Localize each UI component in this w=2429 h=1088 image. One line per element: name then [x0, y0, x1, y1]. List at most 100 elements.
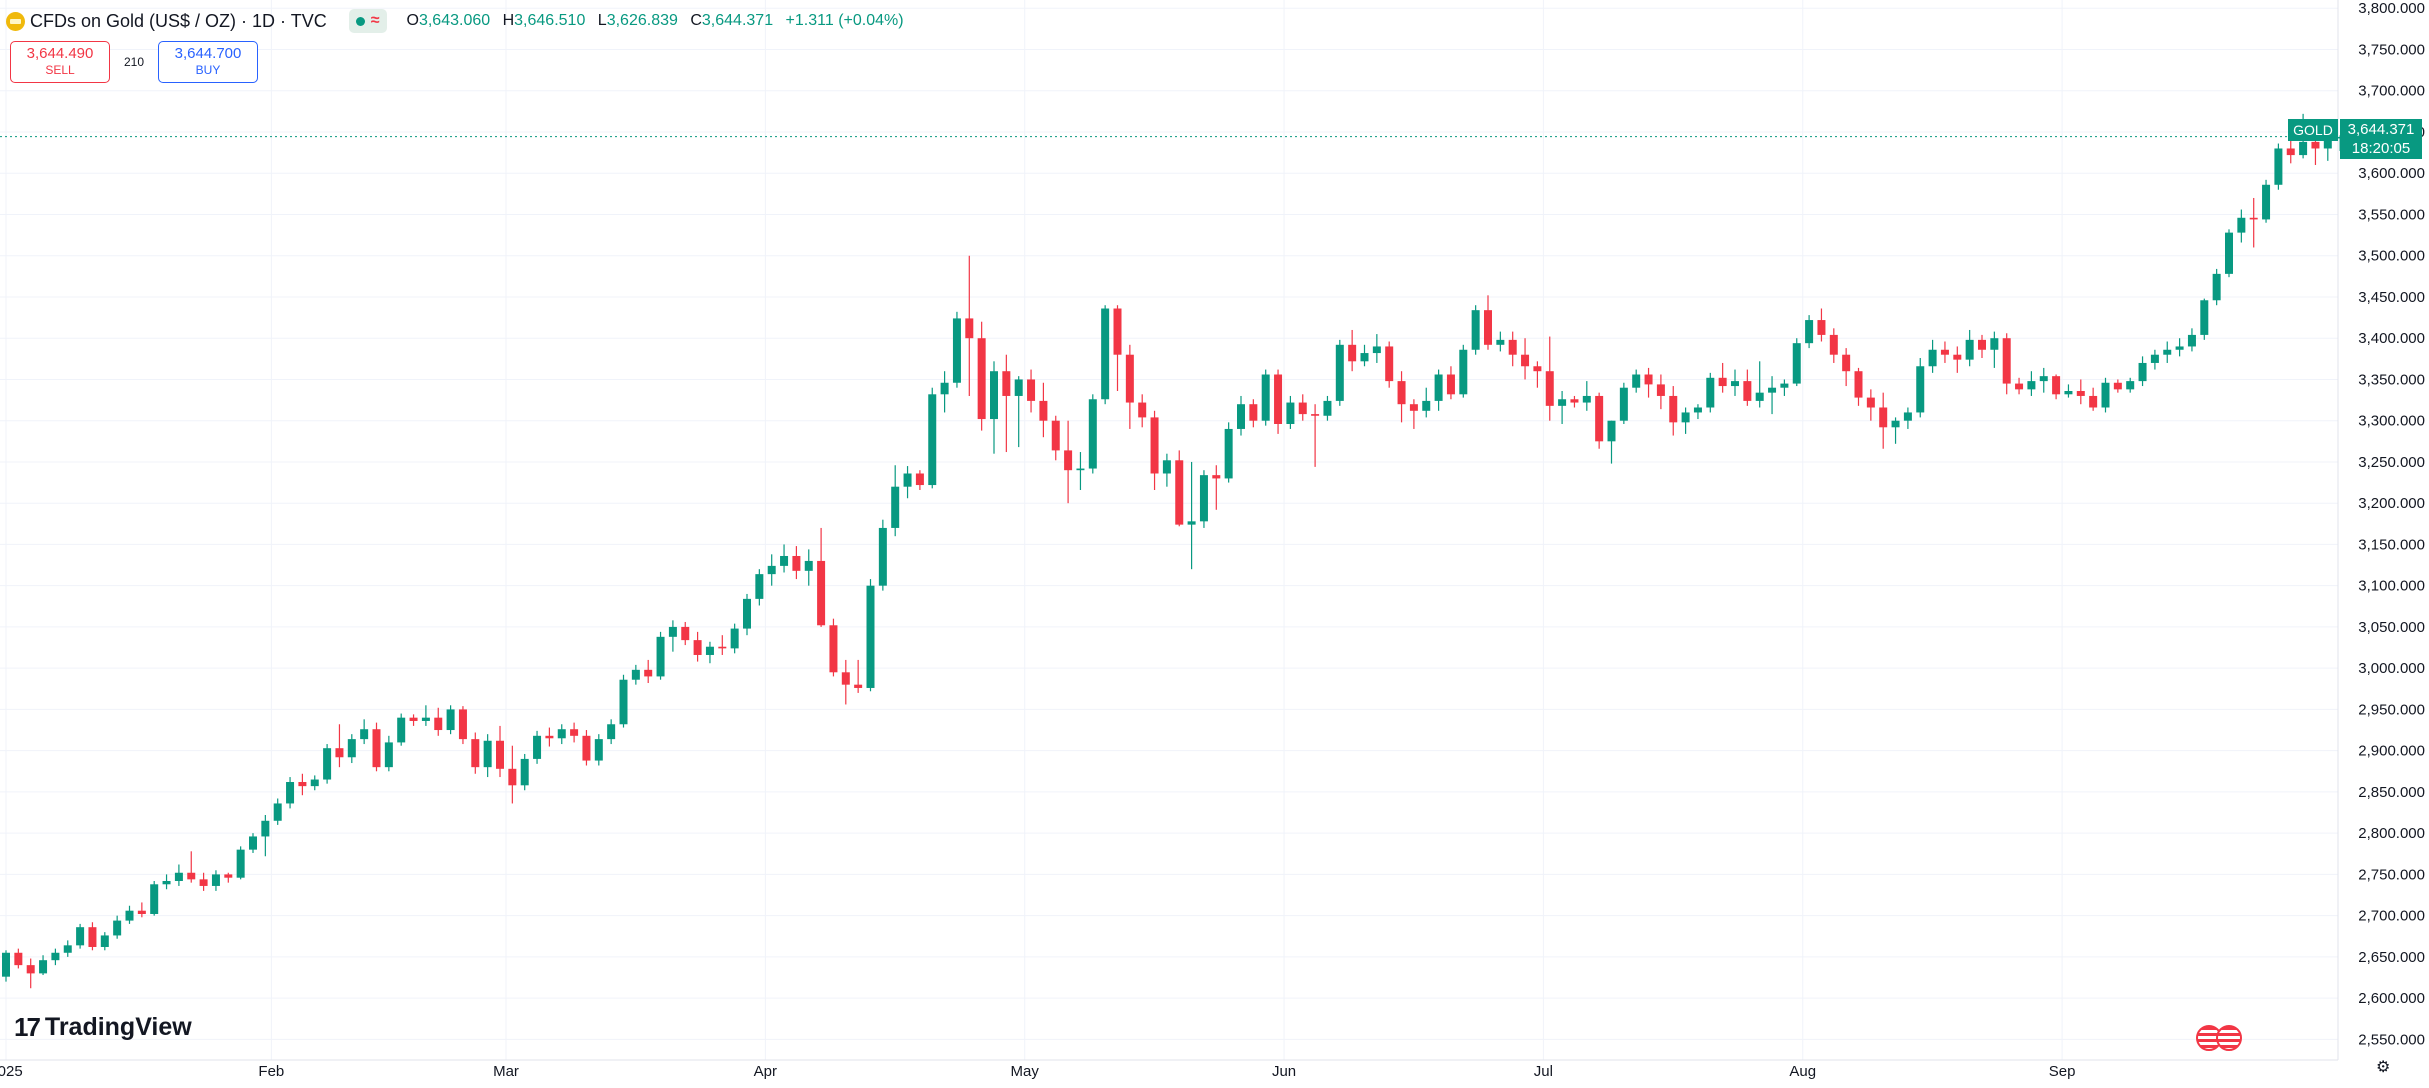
price-tick-label: 3,000.000 [2358, 660, 2425, 677]
candle-body [557, 729, 566, 739]
candle-body [2138, 362, 2147, 382]
candle-body [705, 646, 714, 655]
candle-body [298, 782, 307, 787]
candle-body [1113, 308, 1122, 355]
bullish-candle [520, 753, 529, 791]
candle-body [26, 965, 35, 974]
ohlc-values: O3,643.060 H3,646.510 L3,626.839 C3,644.… [407, 12, 912, 30]
us-flag-icon[interactable] [2216, 1025, 2242, 1051]
candle-body [1953, 354, 1962, 360]
bearish-candle [817, 527, 826, 627]
candle-body [2076, 391, 2085, 396]
bullish-candle [249, 833, 257, 853]
bullish-candle [2187, 328, 2196, 352]
candle-body [1212, 475, 1221, 479]
bullish-candle [878, 519, 887, 591]
candle-body [1595, 395, 1604, 442]
time-tick-label: Jul [1534, 1063, 1553, 1080]
candle-body [1619, 387, 1628, 421]
candle-body [928, 394, 937, 486]
market-status-pill[interactable]: ≈ [348, 9, 387, 33]
bearish-candle [1064, 420, 1073, 504]
bullish-candle [2163, 341, 2172, 363]
bearish-candle [2113, 379, 2122, 393]
candle-body [619, 679, 628, 725]
candle-body [631, 669, 640, 680]
bullish-candle [1101, 305, 1110, 405]
buy-button[interactable]: 3,644.700 BUY [158, 41, 258, 83]
bullish-candle [2064, 384, 2073, 398]
sell-button[interactable]: 3,644.490 SELL [10, 41, 110, 83]
bearish-candle [1940, 341, 1949, 363]
symbol-price-tag: GOLD [2288, 119, 2338, 141]
candle-body [817, 560, 826, 626]
candle-body [718, 646, 727, 649]
candle-body [1891, 420, 1900, 428]
candle-body [2126, 381, 2135, 390]
bullish-candle [1372, 334, 1381, 363]
bullish-candle [952, 311, 961, 388]
price-tick-label: 3,050.000 [2358, 619, 2425, 636]
bullish-candle [780, 544, 789, 573]
bullish-candle [1286, 395, 1295, 429]
close-label: C [690, 12, 702, 29]
bearish-candle [829, 618, 838, 677]
gold-symbol-icon[interactable] [6, 11, 25, 31]
candle-body [1434, 374, 1443, 401]
bearish-candle [1039, 382, 1048, 438]
candle-body [323, 748, 332, 780]
candle-body [1829, 334, 1838, 355]
bullish-candle [273, 798, 282, 825]
gear-icon[interactable]: ⚙ [2376, 1059, 2391, 1076]
candle-body [990, 371, 998, 420]
bullish-candle [1619, 382, 1628, 424]
bullish-candle [1916, 358, 1925, 418]
price-tick-label: 2,550.000 [2358, 1031, 2425, 1048]
tradingview-logo[interactable]: 17 TradingView [14, 1012, 192, 1043]
candle-body [570, 729, 579, 736]
bearish-candle [1743, 369, 1752, 406]
bullish-candle [903, 466, 912, 499]
candle-body [187, 872, 196, 880]
candle-body [1854, 371, 1863, 398]
bullish-candle [533, 730, 542, 764]
candle-body [1817, 320, 1826, 335]
bearish-candle [1397, 371, 1406, 423]
candle-body [39, 960, 48, 974]
bearish-candle [1113, 305, 1122, 392]
candle-body [2262, 184, 2271, 220]
candle-body [1150, 417, 1159, 474]
time-axis[interactable]: 2025 Feb Mar Apr May Jun Jul Aug Sep [0, 1063, 2075, 1080]
candle-body [1842, 354, 1851, 372]
candle-body [780, 555, 789, 566]
bearish-candle [1212, 465, 1221, 510]
bullish-candle [162, 874, 171, 890]
bullish-candle [100, 932, 109, 951]
candle-body [14, 952, 23, 966]
candle-body [545, 735, 554, 739]
candle-body [458, 709, 467, 740]
price-tick-label: 3,350.000 [2358, 371, 2425, 388]
candle-body [1570, 399, 1579, 403]
bearish-candle [1138, 394, 1147, 428]
candle-body [693, 640, 702, 655]
economic-events[interactable] [2196, 1025, 2246, 1053]
bearish-candle [372, 722, 381, 772]
symbol-title[interactable]: CFDs on Gold (US$ / OZ) · 1D · TVC [30, 10, 327, 31]
price-tick-label: 3,450.000 [2358, 289, 2425, 306]
bullish-candle [1965, 329, 1974, 367]
bullish-candle [397, 713, 406, 746]
bullish-candle [866, 579, 875, 692]
price-tick-label: 3,550.000 [2358, 206, 2425, 223]
candle-body [1644, 374, 1653, 385]
candle-body [1175, 460, 1184, 525]
bullish-candle [1471, 305, 1480, 355]
bullish-candle [755, 569, 764, 606]
bearish-candle [1953, 346, 1962, 373]
bearish-candle [681, 621, 690, 646]
bullish-candle [1335, 339, 1344, 406]
time-tick-label: Jun [1272, 1063, 1296, 1080]
candle-body [668, 626, 677, 637]
candle-body [261, 820, 270, 837]
